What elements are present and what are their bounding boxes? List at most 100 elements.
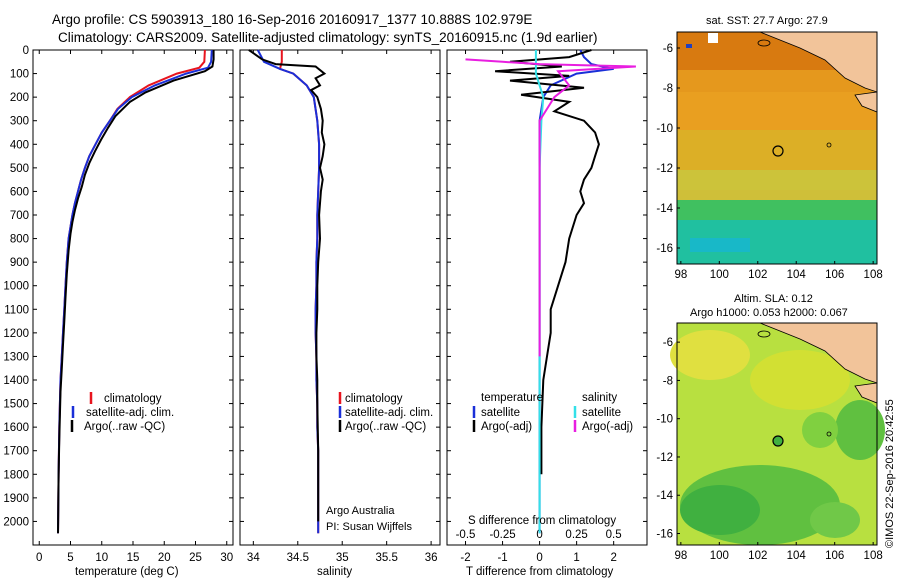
series-line-salinity-argo-adj-	[465, 58, 636, 357]
sla-map-axes: 98 100 102 104 106 108 -6 -8 -10 -12 -14 -16	[656, 337, 882, 562]
temperature-axis-label: temperature (deg C)	[75, 566, 179, 578]
series-line-climatology	[57, 49, 206, 534]
legend-label-temp-satellite: satellite	[481, 407, 520, 419]
argo-position-marker	[772, 435, 784, 447]
map-x-tick-label: 106	[825, 269, 844, 281]
y-tick-label: 1600	[3, 422, 29, 434]
temperature-x-axis: 0 5 10 15 20 25 30	[36, 50, 233, 564]
x-tick-label: 34	[247, 552, 260, 564]
legend-label-argo: Argo(..raw -QC)	[345, 421, 426, 433]
y-tick-label: 1800	[3, 469, 29, 481]
y-tick-label: 800	[10, 234, 29, 246]
x-tick-label: 35	[336, 552, 349, 564]
y-tick-label: 1200	[3, 328, 29, 340]
y-tick-label: 400	[10, 139, 29, 151]
sla-map-title-1: Altim. SLA: 0.12	[734, 293, 813, 305]
figure-title-line1: Argo profile: CS 5903913_180 16-Sep-2016…	[52, 12, 532, 27]
x-tick-label: 10	[95, 552, 108, 564]
y-tick-label: 1500	[3, 399, 29, 411]
y-tick-label: 500	[10, 163, 29, 175]
y-tick-label: 700	[10, 210, 29, 222]
salinity-axis-label: salinity	[317, 566, 352, 578]
legend-header-temperature: temperature	[481, 392, 543, 404]
s-diff-tick-label: 0.25	[565, 529, 587, 541]
map-y-tick-label: -8	[663, 375, 673, 387]
map-y-tick-label: -6	[663, 43, 673, 55]
map-x-tick-label: 102	[748, 550, 767, 562]
x-tick-label: 5	[67, 552, 73, 564]
difference-lines	[465, 49, 636, 534]
t-diff-axis-label: T difference from climatology	[466, 566, 613, 578]
map-x-tick-label: 108	[864, 269, 883, 281]
sst-map-title: sat. SST: 27.7 Argo: 27.9	[706, 15, 828, 27]
map-y-tick-label: -14	[656, 203, 673, 215]
y-tick-label: 300	[10, 116, 29, 128]
salinity-panel-frame	[239, 49, 441, 546]
s-diff-tick-label: -0.5	[456, 529, 476, 541]
map-x-tick-label: 98	[674, 550, 687, 562]
series-line-temperature-argo-adj-	[495, 49, 600, 475]
map-y-tick-label: -8	[663, 83, 673, 95]
argo-australia-label: Argo Australia	[326, 505, 395, 517]
x-tick-label: 2	[610, 552, 616, 564]
map-x-tick-label: 100	[710, 269, 729, 281]
sst-map-axes: 98 100 102 104 106 108 -6 -8 -10 -12 -14 -16	[656, 43, 882, 281]
map-y-tick-label: -12	[656, 452, 673, 464]
x-tick-label: 0	[536, 552, 542, 564]
map-y-tick-label: -16	[656, 243, 673, 255]
x-tick-label: -1	[497, 552, 507, 564]
x-tick-label: 36	[425, 552, 438, 564]
s-diff-tick-label: -0.25	[489, 529, 515, 541]
sla-map-frame	[676, 322, 878, 546]
map-x-tick-label: 104	[787, 269, 807, 281]
legend-label-sal-satellite: satellite	[582, 407, 621, 419]
y-tick-label: 2000	[3, 516, 29, 528]
argo-position-marker	[772, 145, 784, 157]
map-x-tick-label: 98	[674, 269, 687, 281]
legend-label-satellite: satellite-adj. clim.	[345, 407, 433, 419]
difference-legend: temperature salinity satellite Argo(-adj…	[472, 392, 633, 433]
y-tick-label: 200	[10, 92, 29, 104]
map-x-tick-label: 108	[864, 550, 883, 562]
y-tick-label: 1700	[3, 446, 29, 458]
y-tick-label: 1300	[3, 351, 29, 363]
legend-label-climatology: climatology	[104, 393, 162, 405]
y-tick-label: 900	[10, 257, 29, 269]
legend-label-argo: Argo(..raw -QC)	[84, 421, 165, 433]
sst-map	[676, 31, 878, 265]
map-y-tick-label: -16	[656, 529, 673, 541]
map-x-tick-label: 102	[748, 269, 767, 281]
s-diff-tick-label: 0	[536, 529, 542, 541]
map-y-tick-label: -14	[656, 490, 673, 502]
salinity-x-axis: 34 34.5 35 35.5 36	[247, 50, 438, 564]
sla-map	[670, 322, 885, 546]
map-x-tick-label: 106	[825, 550, 844, 562]
y-tick-label: 0	[23, 45, 29, 57]
sla-map-title-2: Argo h1000: 0.053 h2000: 0.067	[690, 307, 848, 319]
difference-x-axis: -2 -1 0 1 2 -0.5 -0.25 0 0.25 0.5	[456, 50, 622, 564]
series-line-argo-raw-qc-	[248, 49, 327, 522]
legend-label-temp-argo: Argo(-adj)	[481, 421, 532, 433]
map-y-tick-label: -10	[656, 123, 673, 135]
sst-map-frame	[676, 31, 878, 265]
x-tick-label: 0	[36, 552, 42, 564]
salinity-lines	[248, 49, 327, 534]
series-line-argo-raw-qc-	[57, 50, 215, 534]
map-y-tick-label: -10	[656, 414, 673, 426]
difference-panel-frame	[446, 49, 648, 546]
x-tick-label: -2	[460, 552, 470, 564]
temperature-legend: climatology satellite-adj. clim. Argo(..…	[70, 392, 174, 433]
salinity-legend: climatology satellite-adj. clim. Argo(..…	[326, 392, 433, 533]
map-y-tick-label: -6	[663, 337, 673, 349]
map-y-tick-label: -12	[656, 163, 673, 175]
y-tick-label: 100	[10, 69, 29, 81]
figure-title-line2: Climatology: CARS2009. Satellite-adjuste…	[58, 30, 598, 45]
s-diff-axis-label: S difference from climatology	[468, 515, 616, 527]
series-line-temperature-satellite	[538, 49, 614, 534]
x-tick-label: 35.5	[375, 552, 397, 564]
y-tick-label: 1000	[3, 281, 29, 293]
y-tick-label: 1900	[3, 493, 29, 505]
y-tick-label: 600	[10, 186, 29, 198]
series-line-satellite-adj-clim-	[256, 49, 321, 534]
